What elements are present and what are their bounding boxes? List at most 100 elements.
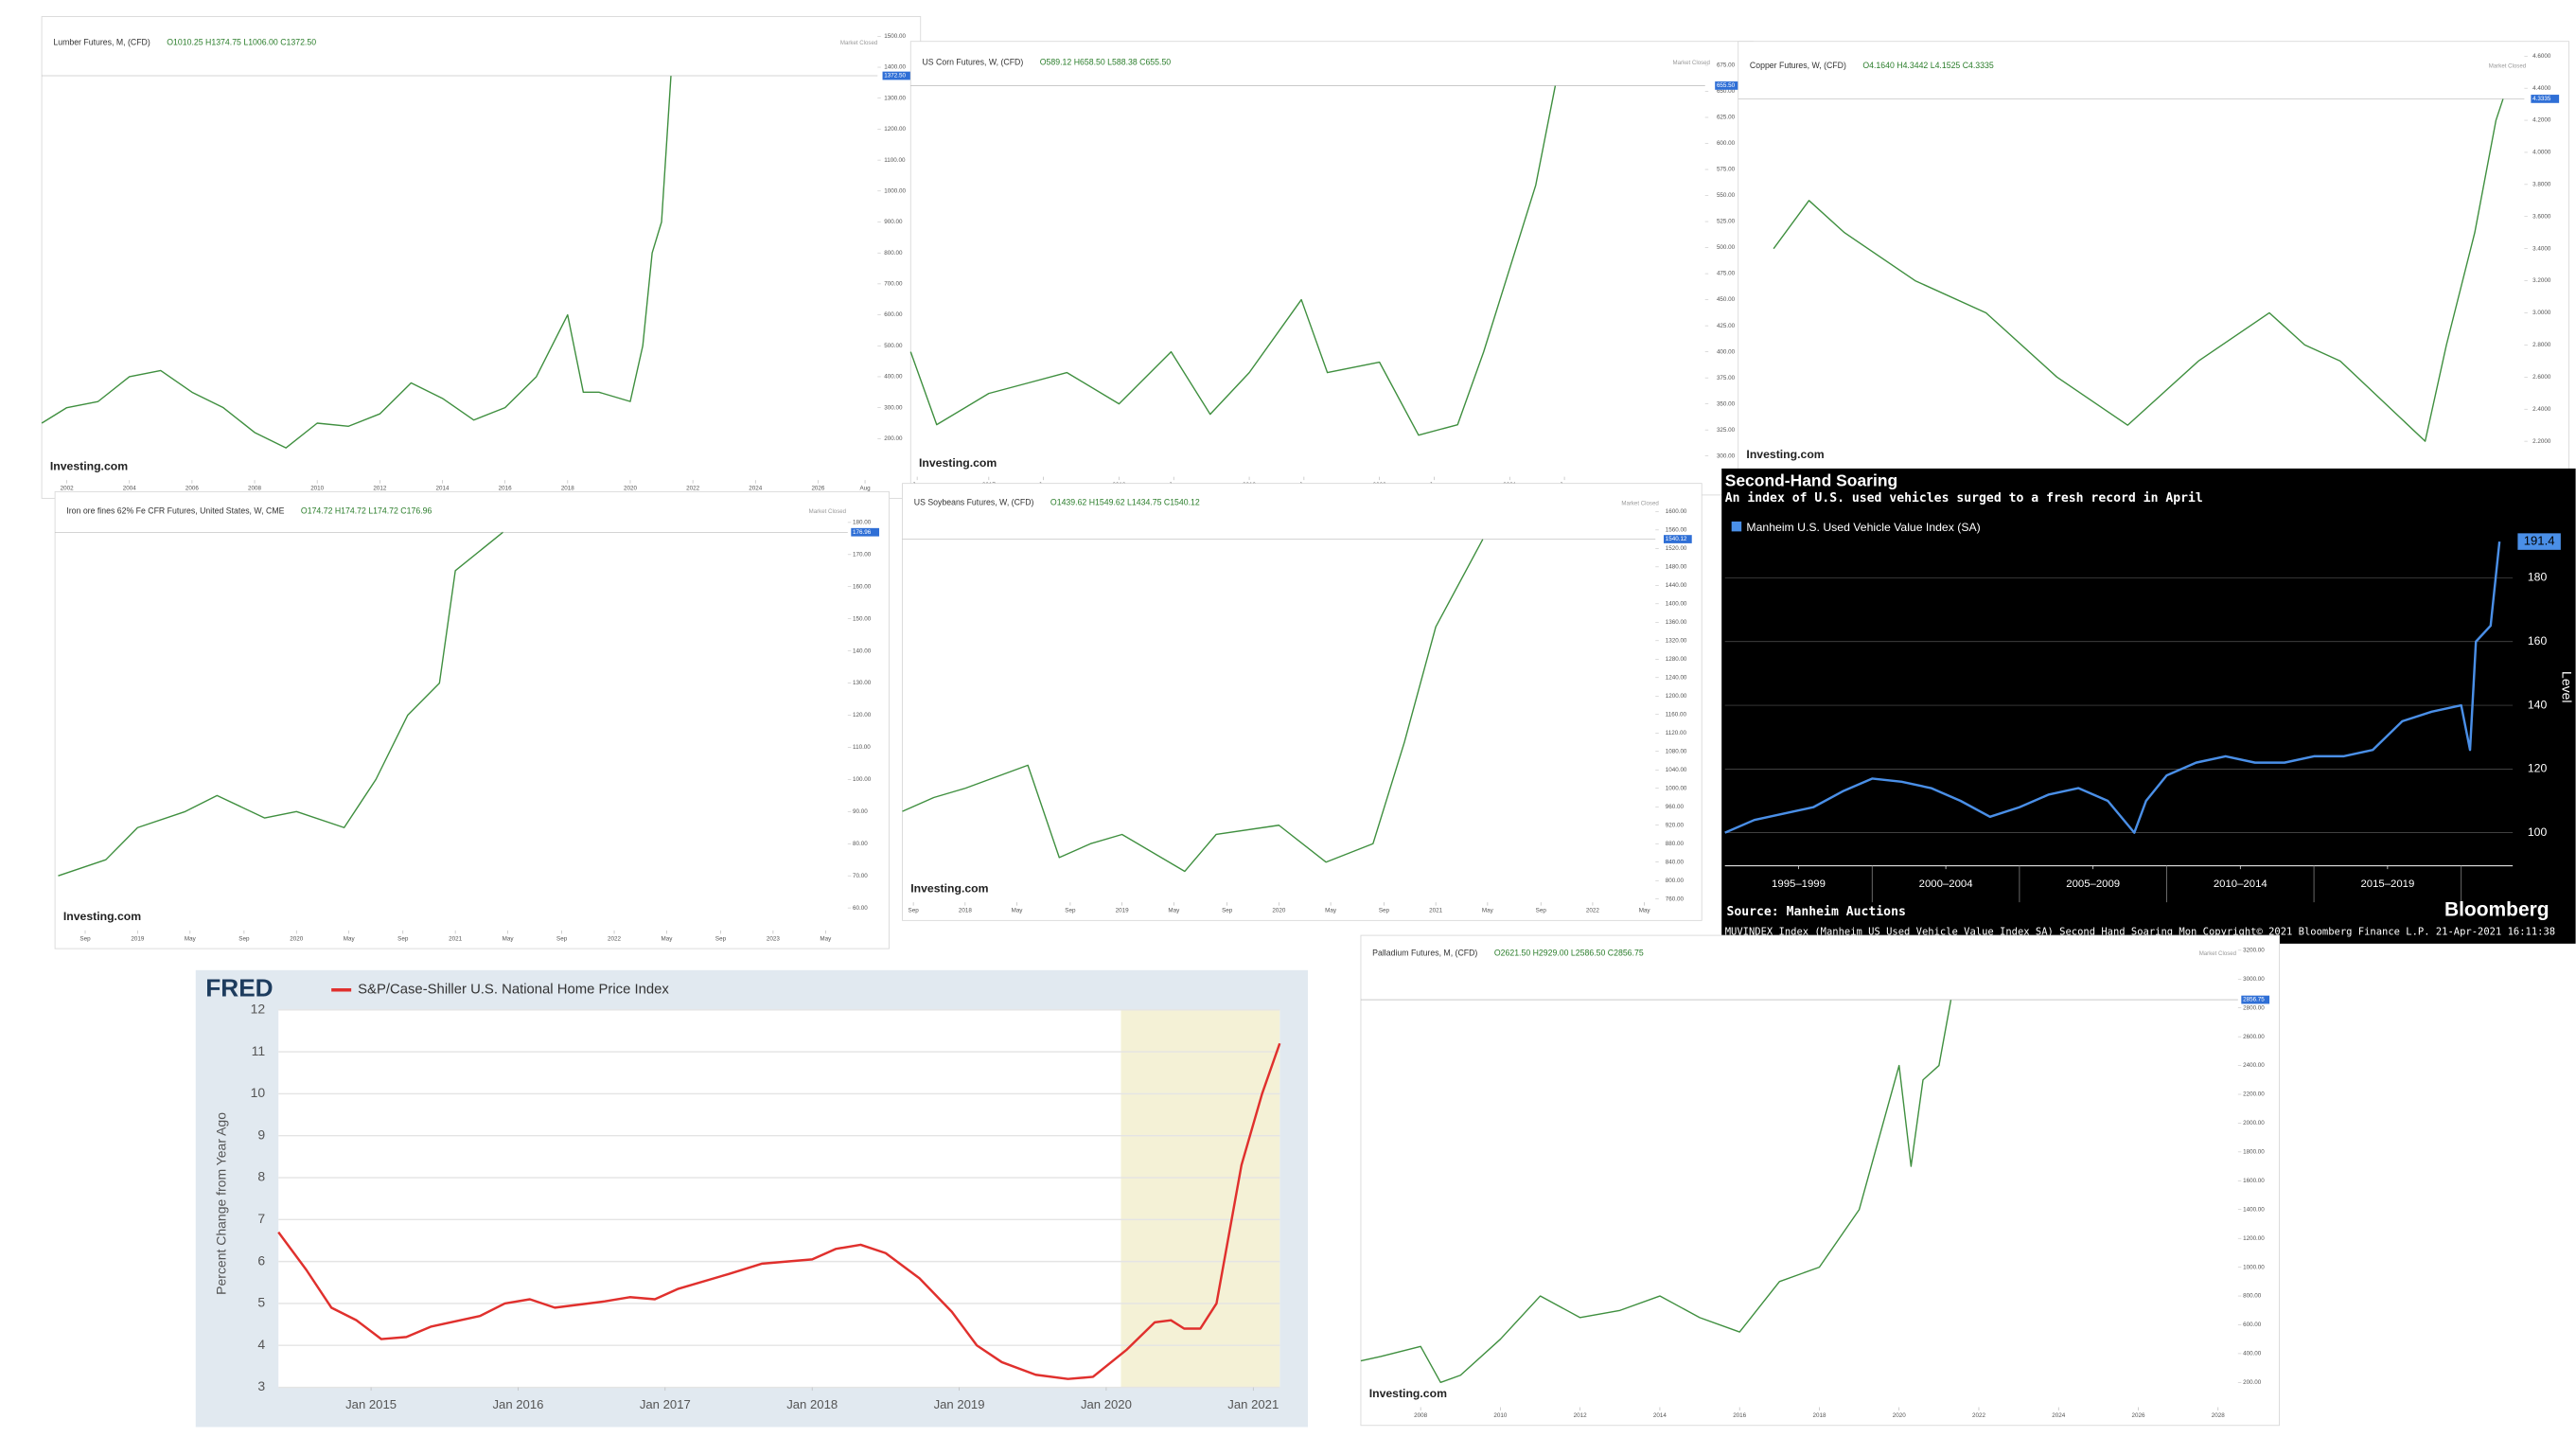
y-tick-label: 2000.00 xyxy=(2243,1120,2265,1127)
x-tick-label: 2024 xyxy=(2052,1412,2065,1419)
panel xyxy=(1738,41,2570,488)
y-tick-label: 1080.00 xyxy=(1666,748,1687,754)
y-tick-label: 5 xyxy=(257,1295,265,1310)
y-tick-label: 80.00 xyxy=(853,841,868,847)
x-tick-label: 2010 xyxy=(310,486,324,492)
y-tick-label: 10 xyxy=(251,1085,266,1100)
y-tick-label: 800.00 xyxy=(1666,878,1685,884)
x-tick-label: 2008 xyxy=(248,486,261,492)
y-tick-label: 325.00 xyxy=(1717,427,1736,434)
y-tick-label: 3.0000 xyxy=(2532,310,2551,316)
x-tick-label: 2014 xyxy=(1653,1412,1667,1419)
x-tick-label: May xyxy=(1325,908,1337,914)
y-tick-label: 2400.00 xyxy=(2243,1062,2265,1069)
chart-title: US Soybeans Futures, W, (CFD) xyxy=(914,498,1034,507)
footer: MUVINDEX Index (Manheim US Used Vehicle … xyxy=(1725,927,2555,938)
data-line xyxy=(909,85,1557,436)
x-tick-label: 2004 xyxy=(123,486,136,492)
y-tick-label: 1600.00 xyxy=(1666,508,1687,515)
chart-title: US Corn Futures, W, (CFD) xyxy=(923,58,1024,67)
y-tick-label: 400.00 xyxy=(1717,348,1736,355)
y-tick-label: 3.2000 xyxy=(2532,277,2551,284)
last-price-box xyxy=(1663,535,1692,543)
x-tick-label: 2028 xyxy=(2212,1412,2225,1419)
y-tick-label: 1160.00 xyxy=(1666,711,1687,718)
x-tick-label: Jan 2020 xyxy=(1081,1397,1132,1411)
ohlc: O174.72 H174.72 L174.72 C176.96 xyxy=(301,506,432,516)
y-tick-label: 2.6000 xyxy=(2532,374,2551,381)
y-tick-label: 575.00 xyxy=(1717,167,1736,173)
x-tick-label: Sep xyxy=(79,935,91,942)
y-tick-label: 1600.00 xyxy=(2243,1178,2265,1184)
y-tick-label: 550.00 xyxy=(1717,192,1736,199)
y-tick-label: 1520.00 xyxy=(1666,545,1687,552)
x-tick-label: 2018 xyxy=(561,486,574,492)
x-tick-label: Sep xyxy=(556,935,568,942)
y-tick-label: 60.00 xyxy=(853,905,868,912)
x-tick-label: 2020 xyxy=(290,935,303,942)
x-tick-label: 2015–2019 xyxy=(2360,878,2414,890)
market-status: Market Closed xyxy=(809,508,846,515)
x-tick-label: 2019 xyxy=(131,935,144,942)
y-tick-label: 1560.00 xyxy=(1666,527,1687,534)
x-tick-label: Jan 2017 xyxy=(640,1397,691,1411)
last-price-box xyxy=(851,527,880,537)
y-tick-label: 1400.00 xyxy=(884,64,906,71)
x-tick-label: Sep xyxy=(1379,908,1390,914)
x-tick-label: 2016 xyxy=(1733,1412,1746,1419)
y-tick-label: 300.00 xyxy=(884,404,903,411)
y-tick-label: 1360.00 xyxy=(1666,619,1687,626)
ohlc: O4.1640 H4.3442 L4.1525 C4.3335 xyxy=(1862,61,1994,70)
x-tick-label: May xyxy=(1012,908,1024,914)
x-tick-label: Aug xyxy=(859,486,871,492)
chart-header: Lumber Futures, M, (CFD) O1010.25 H1374.7… xyxy=(53,38,316,47)
y-tick-label: 1400.00 xyxy=(1666,600,1687,607)
y-tick-label: 1320.00 xyxy=(1666,637,1687,644)
market-status: Market Closed xyxy=(2199,950,2236,957)
panel xyxy=(54,490,890,949)
x-tick-label: May xyxy=(1482,908,1494,914)
panel xyxy=(1721,468,2576,944)
x-tick-label: Jan 2021 xyxy=(1227,1397,1279,1411)
chart-header: Copper Futures, W, (CFD) O4.1640 H4.3442 … xyxy=(1750,61,1994,70)
y-tick-label: 800.00 xyxy=(2243,1293,2262,1300)
x-tick-label: 2023 xyxy=(767,935,780,942)
legend-label: S&P/Case-Shiller U.S. National Home Pric… xyxy=(358,983,669,998)
x-tick-label: 2020 xyxy=(1272,908,1285,914)
y-tick-label: 500.00 xyxy=(1717,244,1736,251)
x-tick-label: 2024 xyxy=(749,486,762,492)
last-price-label: 2856.75 xyxy=(2243,997,2265,1003)
x-tick-label: 2022 xyxy=(1586,908,1599,914)
y-tick-label: 2600.00 xyxy=(2243,1034,2265,1040)
y-tick-label: 880.00 xyxy=(1666,841,1685,847)
x-tick-label: 2000–2004 xyxy=(1919,878,1973,890)
x-tick-label: Jan 2016 xyxy=(492,1397,543,1411)
y-tick-label: 1240.00 xyxy=(1666,674,1687,681)
y-tick-label: 400.00 xyxy=(884,374,903,381)
x-tick-label: 2020 xyxy=(624,486,637,492)
y-tick-label: 1040.00 xyxy=(1666,767,1687,773)
y-tick-label: 600.00 xyxy=(884,311,903,318)
y-tick-label: 3.6000 xyxy=(2532,213,2551,220)
y-tick-label: 1100.00 xyxy=(884,157,906,164)
y-tick-label: 110.00 xyxy=(853,744,871,751)
y-tick-label: 500.00 xyxy=(884,343,903,349)
y-tick-label: 450.00 xyxy=(1717,296,1736,303)
watermark: Investing.com xyxy=(50,459,128,472)
y-tick-label: 1000.00 xyxy=(2243,1264,2265,1270)
y-axis-title: Percent Change from Year Ago xyxy=(213,1112,228,1295)
y-tick-label: 140 xyxy=(2528,698,2548,711)
y-tick-label: 600.00 xyxy=(1717,140,1736,147)
x-tick-label: Jan 2019 xyxy=(934,1397,985,1411)
y-tick-label: 1300.00 xyxy=(884,95,906,101)
y-tick-label: 4.6000 xyxy=(2532,53,2551,60)
x-tick-label: May xyxy=(1639,908,1651,914)
y-tick-label: 425.00 xyxy=(1717,323,1736,329)
y-tick-label: 100 xyxy=(2528,825,2548,839)
x-tick-label: 2005–2009 xyxy=(2066,878,2120,890)
y-tick-label: 400.00 xyxy=(2243,1351,2262,1357)
y-tick-label: 150.00 xyxy=(853,615,872,622)
ohlc: O2621.50 H2929.00 L2586.50 C2856.75 xyxy=(1494,949,1644,958)
ohlc: O589.12 H658.50 L588.38 C655.50 xyxy=(1040,58,1172,67)
